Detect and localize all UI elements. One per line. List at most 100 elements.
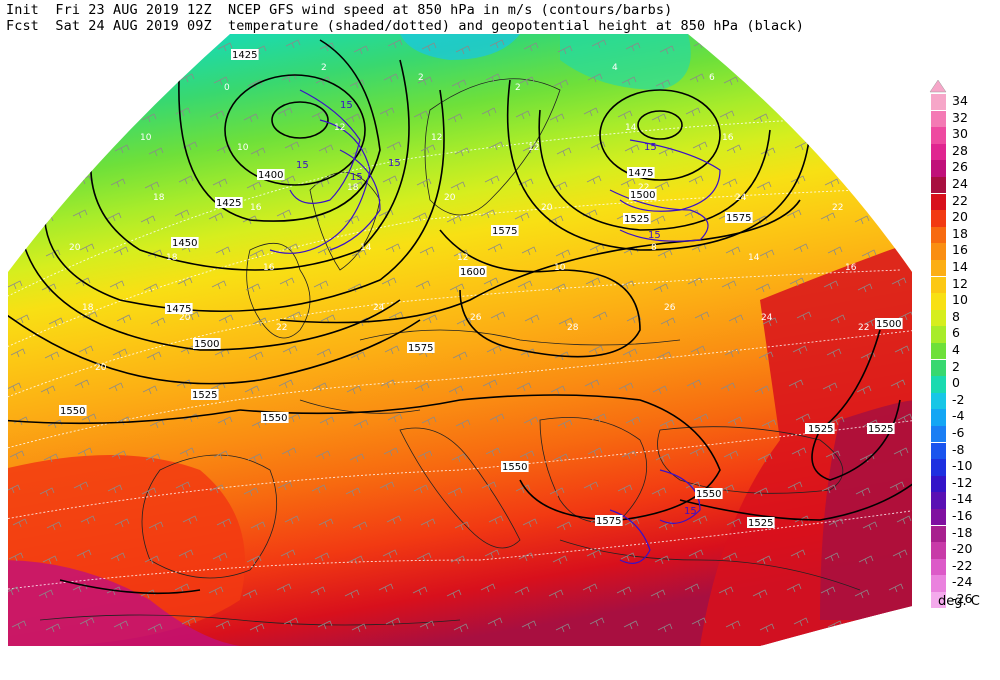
temperature-label: 22 xyxy=(638,183,649,193)
svg-text:1500: 1500 xyxy=(876,319,901,330)
temperature-label: 16 xyxy=(263,263,275,273)
legend-swatch xyxy=(931,459,946,475)
svg-text:1550: 1550 xyxy=(696,489,721,500)
temperature-label: 22 xyxy=(276,323,287,333)
legend-swatch xyxy=(931,409,946,425)
wind-barb xyxy=(893,176,907,184)
legend-swatch xyxy=(931,293,946,309)
wind-barb xyxy=(78,74,92,82)
legend-swatch xyxy=(931,343,946,359)
header-desc-1: NCEP GFS wind speed at 850 hPa in m/s (c… xyxy=(228,2,672,18)
wind-barb xyxy=(788,108,802,116)
temperature-label: 0 xyxy=(224,83,230,93)
wind-barb xyxy=(898,40,912,48)
temperature-label: 20 xyxy=(179,313,191,323)
temperature-label: 2 xyxy=(515,83,521,93)
legend-units: deg. C xyxy=(938,594,980,609)
temperature-label: 18 xyxy=(153,193,165,203)
legend-label: -4 xyxy=(952,408,964,423)
wind-barb xyxy=(150,46,164,54)
legend-label: -18 xyxy=(952,525,972,540)
temperature-label: 4 xyxy=(612,63,618,73)
svg-text:1450: 1450 xyxy=(172,238,197,249)
wind-barb xyxy=(74,108,88,116)
temperature-label: 28 xyxy=(567,323,579,333)
legend-swatch xyxy=(931,376,946,392)
legend-swatch xyxy=(931,559,946,575)
legend-label: -24 xyxy=(952,574,972,589)
init-label: Init xyxy=(6,2,39,18)
svg-text:1550: 1550 xyxy=(262,413,287,424)
svg-text:1575: 1575 xyxy=(492,226,517,237)
svg-text:1525: 1525 xyxy=(192,390,217,401)
geopotential-label: 1525 xyxy=(747,517,775,529)
wind-barb xyxy=(43,182,57,190)
temperature-label: 8 xyxy=(651,243,657,253)
legend-label: 24 xyxy=(952,176,968,191)
temperature-label: 16 xyxy=(819,143,831,153)
legend-label: 10 xyxy=(952,292,968,307)
wind-barb xyxy=(860,80,874,88)
wind-speed-label: 15 xyxy=(648,230,661,241)
legend-swatch xyxy=(931,360,946,376)
svg-text:1525: 1525 xyxy=(808,424,833,435)
legend-label: -8 xyxy=(952,442,964,457)
wind-barb xyxy=(758,80,772,88)
wind-barb xyxy=(894,74,908,82)
fcst-label: Fcst xyxy=(6,18,39,34)
wind-barb xyxy=(863,148,877,156)
wind-barb xyxy=(14,43,28,51)
legend-swatch xyxy=(931,210,946,226)
legend-label: 0 xyxy=(952,375,960,390)
wind-speed-label: 15 xyxy=(684,506,697,517)
wind-barb xyxy=(862,624,876,632)
geopotential-label: 1550 xyxy=(501,461,529,473)
temperature-label: 16 xyxy=(845,263,857,273)
wind-barb xyxy=(822,111,836,119)
geopotential-label: 1575 xyxy=(491,225,519,237)
legend-swatch xyxy=(931,509,946,525)
header-desc-2: temperature (shaded/dotted) and geopoten… xyxy=(228,18,804,34)
header-line-1: Init Fri 23 AUG 2019 12ZNCEP GFS wind sp… xyxy=(6,2,672,18)
wind-barb xyxy=(44,80,58,88)
geopotential-label: 1475 xyxy=(627,167,655,179)
svg-text:1550: 1550 xyxy=(502,462,527,473)
legend-label: -16 xyxy=(952,508,972,523)
wind-speed-label: 15 xyxy=(388,158,401,169)
legend-label: 32 xyxy=(952,110,968,125)
geopotential-label: 1525 xyxy=(867,423,895,435)
legend-label: 30 xyxy=(952,126,968,141)
temperature-label: 2 xyxy=(30,63,36,73)
temperature-label: 16 xyxy=(250,203,262,213)
temperature-label: 20 xyxy=(444,193,456,203)
temperature-label: 12 xyxy=(528,143,539,153)
temperature-label: 20 xyxy=(95,363,107,373)
wind-barb xyxy=(108,111,122,119)
temperature-label: 6 xyxy=(43,123,49,133)
wind-barb xyxy=(6,111,20,119)
svg-text:1425: 1425 xyxy=(216,198,241,209)
legend-label: -20 xyxy=(952,541,972,556)
legend-label: 16 xyxy=(952,242,968,257)
legend-label: 28 xyxy=(952,143,968,158)
legend-swatch xyxy=(931,443,946,459)
legend-swatch xyxy=(931,310,946,326)
temperature-label: 26 xyxy=(664,303,676,313)
temperature-label: 12 xyxy=(334,123,345,133)
legend-swatch xyxy=(931,243,946,259)
temperature-label: 8 xyxy=(806,83,812,93)
svg-text:1575: 1575 xyxy=(596,516,621,527)
geopotential-label: 1600 xyxy=(459,266,487,278)
temperature-label: 22 xyxy=(832,203,843,213)
legend-label: 2 xyxy=(952,359,960,374)
wind-barb xyxy=(856,114,870,122)
temperature-label: 20 xyxy=(541,203,553,213)
legend-swatch xyxy=(931,160,946,176)
legend-swatch xyxy=(931,575,946,591)
geopotential-label: 1450 xyxy=(171,237,199,249)
svg-text:1400: 1400 xyxy=(258,170,283,181)
wind-barb xyxy=(184,40,198,48)
legend-swatch xyxy=(931,526,946,542)
temperature-label: 10 xyxy=(140,133,152,143)
legend-swatch xyxy=(931,492,946,508)
